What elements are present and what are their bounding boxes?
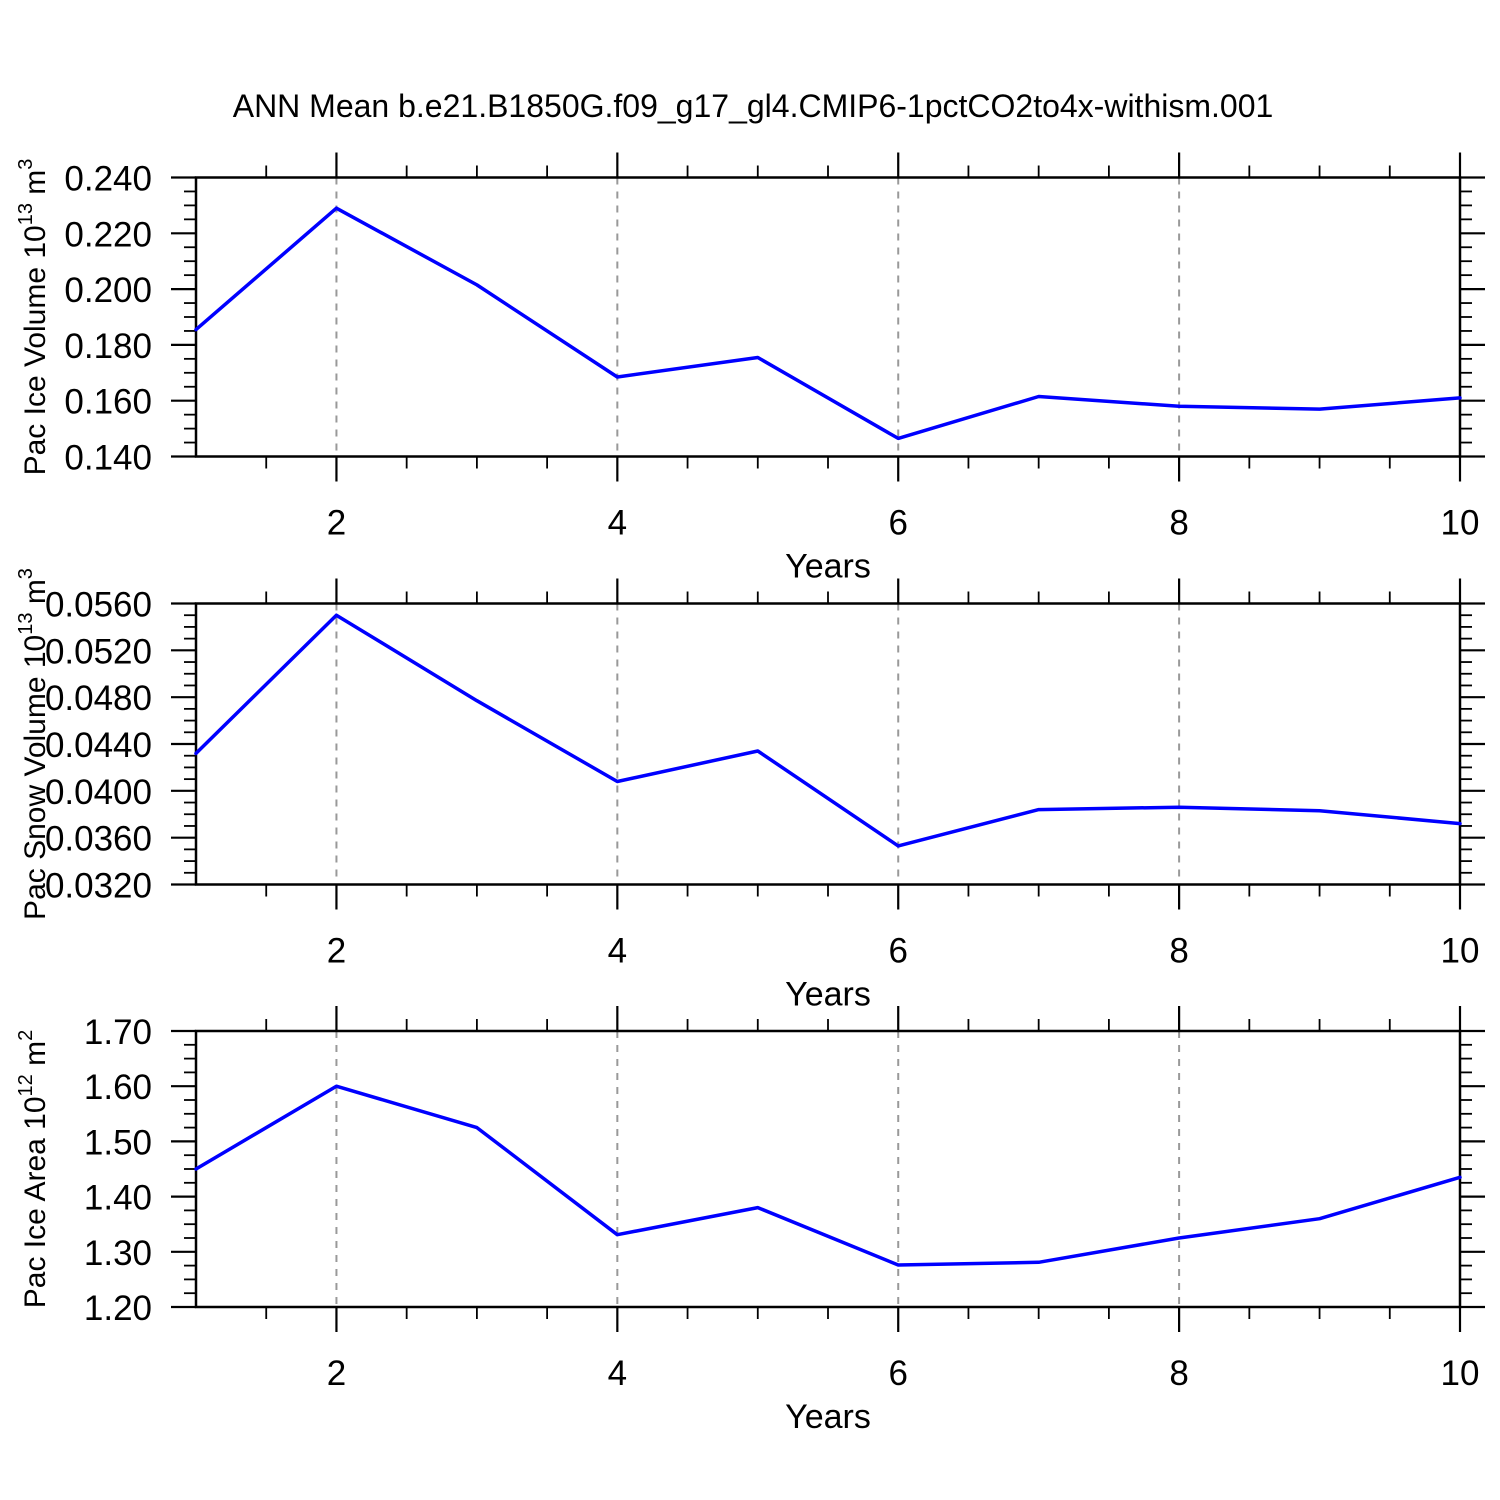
data-line-pac-snow-volume xyxy=(194,613,1462,848)
x-tick-label: 4 xyxy=(608,504,627,543)
y-tick-label: 1.40 xyxy=(84,1179,152,1218)
x-tick-label: 6 xyxy=(888,932,907,971)
y-tick-label: 0.140 xyxy=(64,439,152,478)
x-tick-label: 4 xyxy=(608,932,627,971)
axis-ticks xyxy=(171,1006,1485,1332)
y-axis-title: Pac Ice Area 1012 m2 xyxy=(15,1030,52,1309)
x-tick-label: 2 xyxy=(327,1354,346,1393)
chart-pac-ice-area: 1.20 1.30 1.40 1.50 1.60 1.70 2 4 6 8 10 Years Pac I… xyxy=(15,1006,1485,1436)
y-tick-label: 0.0520 xyxy=(45,632,152,671)
x-tick-label: 10 xyxy=(1441,932,1480,971)
y-tick-label: 1.60 xyxy=(84,1068,152,1107)
x-tick-label: 10 xyxy=(1441,1354,1480,1393)
y-tick-label: 0.200 xyxy=(64,271,152,310)
y-tick-label: 1.30 xyxy=(84,1234,152,1273)
plot-frame xyxy=(194,176,1462,458)
x-tick-label: 2 xyxy=(327,504,346,543)
x-tick-label: 8 xyxy=(1169,932,1188,971)
x-tick-label: 4 xyxy=(608,1354,627,1393)
x-axis-title: Years xyxy=(785,548,871,586)
y-axis-title: Pac Snow Volume 1013 m3 xyxy=(15,568,52,920)
y-tick-label: 0.0480 xyxy=(45,679,152,718)
chart-pac-snow-volume: 0.0320 0.0360 0.0400 0.0440 0.0480 0.0520 0.05… xyxy=(15,568,1485,1014)
y-tick-label: 0.0400 xyxy=(45,773,152,812)
y-tick-label: 1.20 xyxy=(84,1289,152,1328)
x-tick-label: 2 xyxy=(327,932,346,971)
axis-ticks xyxy=(171,578,1485,910)
y-axis-title: Pac Ice Volume 1013 m3 xyxy=(15,159,52,476)
data-line-pac-ice-volume xyxy=(194,206,1462,441)
x-tick-label: 6 xyxy=(888,504,907,543)
data-line-pac-ice-area xyxy=(194,1084,1462,1267)
y-tick-label: 0.0560 xyxy=(45,586,152,625)
plot-title: ANN Mean b.e21.B1850G.f09_g17_gl4.CMIP6-… xyxy=(232,88,1274,124)
y-tick-label: 0.180 xyxy=(64,327,152,366)
x-tick-label: 10 xyxy=(1441,504,1480,543)
y-tick-label: 0.0440 xyxy=(45,726,152,765)
axis-ticks xyxy=(171,152,1485,482)
x-tick-label: 6 xyxy=(888,1354,907,1393)
y-tick-label: 0.240 xyxy=(64,160,152,199)
y-tick-label: 0.0360 xyxy=(45,820,152,859)
plot-frame xyxy=(194,1029,1462,1309)
y-tick-label: 0.220 xyxy=(64,215,152,254)
y-tick-label: 1.70 xyxy=(84,1013,152,1052)
y-tick-label: 1.50 xyxy=(84,1123,152,1162)
x-axis-title: Years xyxy=(785,1398,871,1436)
y-tick-label: 0.160 xyxy=(64,383,152,422)
x-tick-label: 8 xyxy=(1169,504,1188,543)
x-tick-label: 8 xyxy=(1169,1354,1188,1393)
x-axis-title: Years xyxy=(785,976,871,1014)
plot-frame xyxy=(194,602,1462,886)
y-tick-label: 0.0320 xyxy=(45,867,152,906)
chart-pac-ice-volume: 0.140 0.160 0.180 0.200 0.220 0.240 2 4 6 8 10 Year… xyxy=(15,152,1485,586)
